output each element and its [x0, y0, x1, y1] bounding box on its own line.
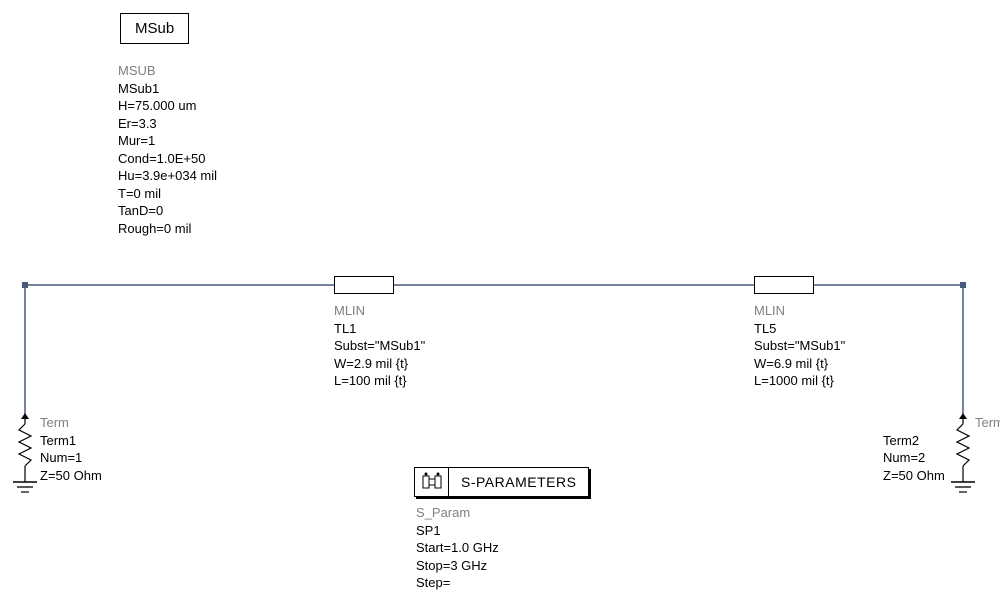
- term1-type-label: Term: [40, 414, 102, 432]
- msub-param: Mur=1: [118, 132, 217, 150]
- sparam-param: Start=1.0 GHz: [416, 539, 499, 557]
- msub-box: MSub: [120, 13, 189, 44]
- tl5-param: Subst="MSub1": [754, 337, 845, 355]
- msub-param: H=75.000 um: [118, 97, 217, 115]
- msub-params: MSUB MSub1 H=75.000 um Er=3.3 Mur=1 Cond…: [118, 62, 217, 237]
- sparam-type-label: S_Param: [416, 504, 499, 522]
- msub-param: TanD=0: [118, 202, 217, 220]
- msub-title: MSub: [135, 20, 174, 37]
- term1-z: Z=50 Ohm: [40, 467, 102, 485]
- tl5-type-label: MLIN: [754, 302, 845, 320]
- term2-type-label: Term: [975, 414, 1000, 432]
- term2-params: Term Term2 Num=2 Z=50 Ohm: [883, 414, 1000, 484]
- tl5-param: L=1000 mil {t}: [754, 372, 845, 390]
- sparam-param: Step=: [416, 574, 499, 592]
- tl5-symbol: [754, 276, 814, 294]
- tl1-type-label: MLIN: [334, 302, 425, 320]
- tl1-param: W=2.9 mil {t}: [334, 355, 425, 373]
- tl1-param: L=100 mil {t}: [334, 372, 425, 390]
- term1-num: Num=1: [40, 449, 102, 467]
- tl5-params: MLIN TL5 Subst="MSub1" W=6.9 mil {t} L=1…: [754, 302, 845, 390]
- term2-num: Num=2: [883, 449, 1000, 467]
- tl5-param: W=6.9 mil {t}: [754, 355, 845, 373]
- tl1-symbol: [334, 276, 394, 294]
- tl1-param: Subst="MSub1": [334, 337, 425, 355]
- tl1-params: MLIN TL1 Subst="MSub1" W=2.9 mil {t} L=1…: [334, 302, 425, 390]
- msub-param: Er=3.3: [118, 115, 217, 133]
- sparam-params: S_Param SP1 Start=1.0 GHz Stop=3 GHz Ste…: [416, 504, 499, 592]
- sparam-box: S-PARAMETERS: [414, 467, 589, 497]
- tl1-name: TL1: [334, 320, 425, 338]
- sparam-param: Stop=3 GHz: [416, 557, 499, 575]
- msub-param: T=0 mil: [118, 185, 217, 203]
- term2-z: Z=50 Ohm: [883, 467, 1000, 485]
- term1-params: Term Term1 Num=1 Z=50 Ohm: [40, 414, 102, 484]
- msub-name: MSub1: [118, 80, 217, 98]
- sparam-title: S-PARAMETERS: [449, 470, 588, 494]
- tl5-name: TL5: [754, 320, 845, 338]
- term1-name: Term1: [40, 432, 102, 450]
- msub-param: Rough=0 mil: [118, 220, 217, 238]
- term2-name: Term2: [883, 432, 1000, 450]
- msub-param: Hu=3.9e+034 mil: [118, 167, 217, 185]
- sparam-name: SP1: [416, 522, 499, 540]
- sparam-icon: [415, 468, 449, 496]
- msub-param: Cond=1.0E+50: [118, 150, 217, 168]
- msub-type-label: MSUB: [118, 62, 217, 80]
